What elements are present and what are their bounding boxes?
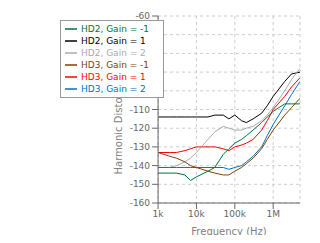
svg-text:100k: 100k: [224, 209, 247, 219]
svg-text:-60: -60: [135, 11, 150, 21]
svg-text:1M: 1M: [266, 209, 280, 219]
svg-text:1k: 1k: [153, 209, 165, 219]
svg-text:Frequency (Hz): Frequency (Hz): [191, 226, 267, 235]
svg-text:-110: -110: [130, 105, 151, 115]
svg-text:-150: -150: [130, 179, 151, 189]
svg-text:Harmonic Distortion (dBc): Harmonic Distortion (dBc): [113, 44, 124, 174]
svg-text:10k: 10k: [188, 209, 205, 219]
svg-text:-160: -160: [130, 198, 151, 208]
svg-text:-80: -80: [135, 49, 150, 59]
svg-text:-140: -140: [130, 161, 151, 171]
svg-text:-70: -70: [135, 30, 150, 40]
svg-text:-130: -130: [130, 142, 151, 152]
svg-text:-90: -90: [135, 67, 150, 77]
svg-text:-100: -100: [130, 86, 151, 96]
svg-text:-120: -120: [130, 123, 151, 133]
